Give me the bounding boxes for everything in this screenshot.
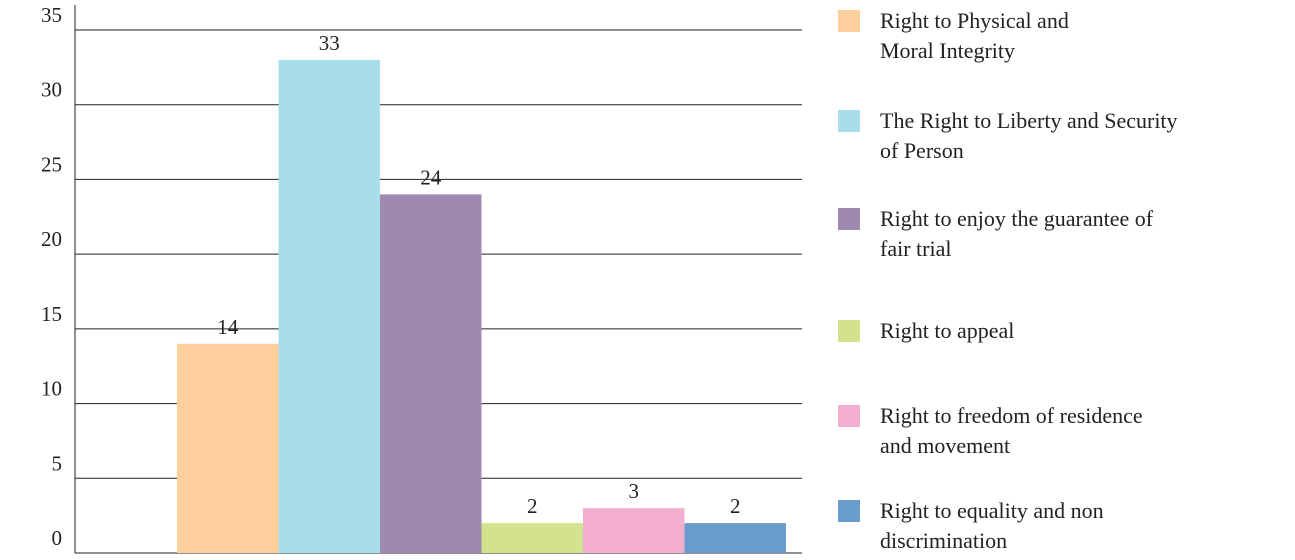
- legend-swatch: [838, 10, 860, 32]
- legend-label: Right to enjoy the guarantee of fair tri…: [880, 206, 1154, 261]
- legend-label: Right to equality and non discrimination: [880, 498, 1104, 553]
- data-label: 14: [217, 315, 239, 339]
- y-tick-label: 25: [41, 152, 62, 176]
- data-label: 33: [319, 31, 340, 55]
- legend-item: Right to enjoy the guarantee of fair tri…: [838, 204, 1153, 264]
- bar: [481, 523, 583, 553]
- data-label: 2: [730, 494, 741, 518]
- y-tick-label: 0: [52, 526, 63, 550]
- legend-item: Right to Physical and Moral Integrity: [838, 6, 1069, 66]
- data-label: 24: [420, 165, 442, 189]
- legend-swatch: [838, 110, 860, 132]
- legend-swatch: [838, 320, 860, 342]
- y-tick-label: 35: [41, 3, 62, 27]
- legend-label: Right to freedom of residence and moveme…: [880, 403, 1143, 458]
- legend-item: Right to freedom of residence and moveme…: [838, 401, 1143, 461]
- data-label: 3: [629, 479, 640, 503]
- y-tick-label: 5: [52, 451, 63, 475]
- data-label: 2: [527, 494, 538, 518]
- legend-label: Right to Physical and Moral Integrity: [880, 8, 1069, 63]
- bar: [278, 59, 380, 554]
- legend-item: Right to equality and non discrimination: [838, 496, 1104, 556]
- y-tick-label: 30: [41, 78, 62, 102]
- legend-item: The Right to Liberty and Security of Per…: [838, 106, 1178, 166]
- bar: [583, 508, 685, 553]
- y-tick-label: 10: [41, 377, 62, 401]
- y-tick-label: 15: [41, 302, 62, 326]
- bar: [684, 523, 786, 553]
- legend-swatch: [838, 500, 860, 522]
- legend-item: Right to appeal: [838, 316, 1014, 346]
- bar: [177, 343, 279, 553]
- legend-swatch: [838, 208, 860, 230]
- legend-label: The Right to Liberty and Security of Per…: [880, 108, 1178, 163]
- bar: [380, 194, 482, 553]
- y-tick-label: 20: [41, 227, 62, 251]
- legend-label: Right to appeal: [880, 318, 1015, 343]
- legend-swatch: [838, 405, 860, 427]
